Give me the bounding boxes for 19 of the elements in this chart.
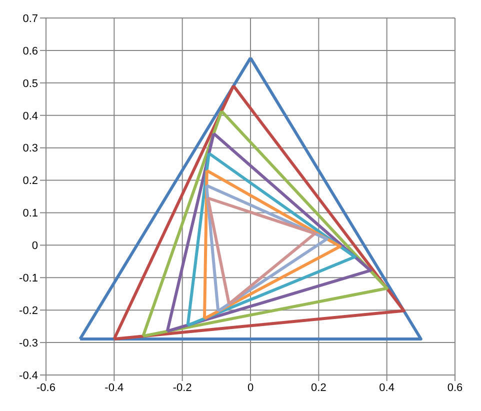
x-tick-label: 0.6 xyxy=(447,382,463,394)
y-tick-label: 0.2 xyxy=(22,175,38,188)
y-tick-label: 0.1 xyxy=(22,208,38,220)
x-tick-label: -0.6 xyxy=(36,382,56,394)
y-tick-label: 0.5 xyxy=(22,78,38,90)
x-tick-label: -0.4 xyxy=(104,382,124,394)
y-tick-label: 0.7 xyxy=(22,12,38,25)
y-tick-label: 0 xyxy=(32,240,38,252)
y-tick-label: -0.2 xyxy=(19,304,38,317)
x-tick-label: -0.2 xyxy=(172,382,192,394)
y-tick-label: 0.4 xyxy=(22,110,38,122)
y-tick-label: -0.1 xyxy=(19,272,38,285)
x-tick-label: 0.2 xyxy=(311,382,326,394)
y-tick-label: 0.3 xyxy=(22,142,38,155)
x-tick-label: 0 xyxy=(247,382,254,394)
y-tick-label: -0.3 xyxy=(19,337,38,350)
y-tick-label: -0.4 xyxy=(19,370,38,382)
y-tick-label: 0.6 xyxy=(22,45,38,58)
x-tick-label: 0.4 xyxy=(379,382,394,394)
